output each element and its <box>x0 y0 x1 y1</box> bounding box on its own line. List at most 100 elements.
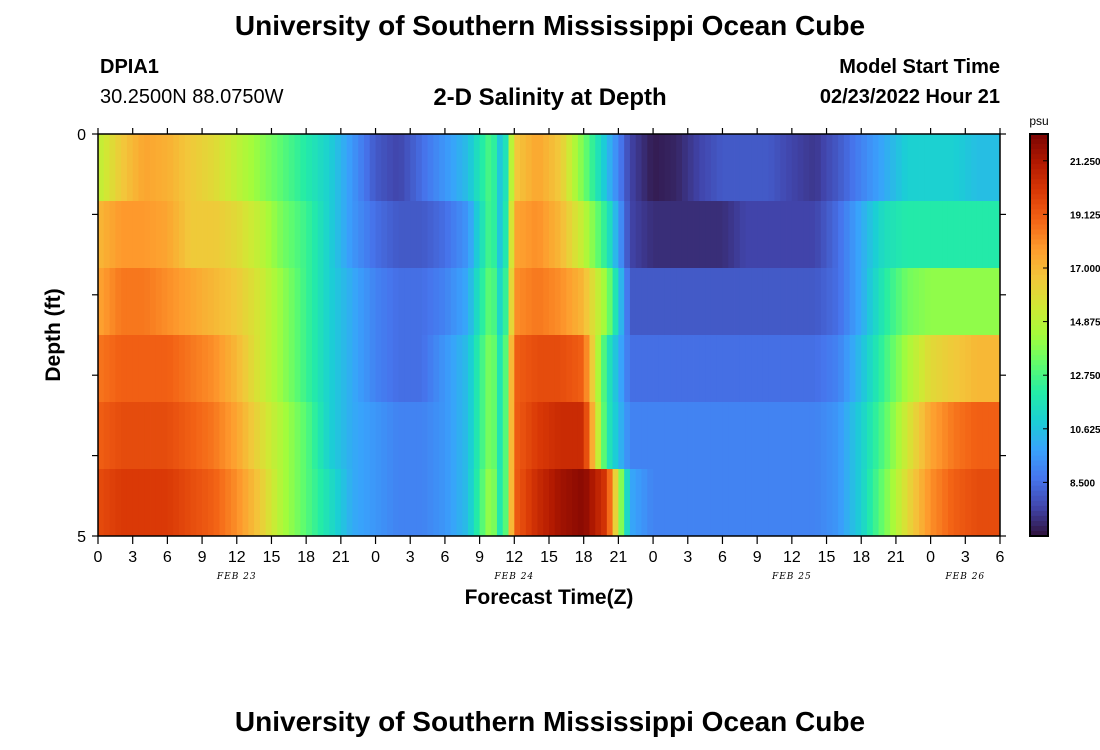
heatmap-cell <box>288 201 295 269</box>
heatmap-cell <box>450 201 457 269</box>
heatmap-cell <box>976 469 984 537</box>
colorbar-segment <box>1030 405 1048 411</box>
heatmap-cell <box>491 402 498 470</box>
heatmap-cell <box>745 402 752 470</box>
heatmap-cell <box>965 201 972 269</box>
heatmap-cell <box>780 134 787 202</box>
heatmap-cell <box>277 335 284 403</box>
heatmap-cell <box>190 335 197 403</box>
heatmap-cell <box>849 268 856 336</box>
colorbar-segment <box>1030 164 1048 170</box>
heatmap-cell <box>895 268 903 336</box>
heatmap-cell <box>890 201 897 269</box>
heatmap-cell <box>456 268 463 336</box>
heatmap-cell <box>728 402 735 470</box>
heatmap-cell <box>369 335 376 403</box>
heatmap-cell <box>982 469 989 537</box>
heatmap-cell <box>554 201 561 269</box>
heatmap-cell <box>485 201 492 269</box>
heatmap-cell <box>942 335 949 403</box>
heatmap-cell <box>849 335 856 403</box>
heatmap-cell <box>525 134 533 202</box>
heatmap-cell <box>173 268 180 336</box>
heatmap-cell <box>271 134 278 202</box>
heatmap-cell <box>872 134 879 202</box>
x-tick-label: 18 <box>297 549 315 566</box>
heatmap-cell <box>913 134 920 202</box>
heatmap-cell <box>265 469 272 537</box>
heatmap-cell <box>653 134 660 202</box>
heatmap-cell <box>126 402 134 470</box>
heatmap-cell <box>358 201 365 269</box>
heatmap-cell <box>392 134 400 202</box>
heatmap-cell <box>572 268 579 336</box>
heatmap-cell <box>340 402 348 470</box>
heatmap-cell <box>392 268 400 336</box>
heatmap-cell <box>219 134 226 202</box>
heatmap-cell <box>566 335 573 403</box>
heatmap-cell <box>560 201 567 269</box>
heatmap-cell <box>855 134 862 202</box>
heatmap-cell <box>363 469 371 537</box>
heatmap-cell <box>306 201 313 269</box>
heatmap-cell <box>843 201 851 269</box>
heatmap-cell <box>213 201 220 269</box>
heatmap-cell <box>699 201 706 269</box>
heatmap-cell <box>693 402 700 470</box>
heatmap-cell <box>184 201 191 269</box>
heatmap-cell <box>705 201 712 269</box>
heatmap-cell <box>797 134 804 202</box>
heatmap-cell <box>225 134 232 202</box>
heatmap-cell <box>728 469 735 537</box>
heatmap-cell <box>884 335 891 403</box>
heatmap-cell <box>728 335 735 403</box>
colorbar-segment <box>1030 249 1048 255</box>
heatmap-cell <box>363 335 371 403</box>
heatmap-cell <box>705 335 712 403</box>
heatmap-cell <box>323 469 330 537</box>
heatmap-cell <box>502 402 509 470</box>
colorbar-segment <box>1030 335 1048 341</box>
colorbar-segment <box>1030 340 1048 346</box>
colorbar-segment <box>1030 375 1048 381</box>
heatmap-cell <box>826 402 833 470</box>
heatmap-cell <box>919 134 926 202</box>
heatmap-cell <box>560 335 567 403</box>
heatmap-cell <box>421 469 428 537</box>
heatmap-cell <box>450 402 457 470</box>
x-tick-label: 0 <box>371 549 380 566</box>
heatmap-cell <box>439 335 446 403</box>
heatmap-cell <box>768 469 775 537</box>
heatmap-cell <box>126 268 134 336</box>
heatmap-cell <box>560 402 567 470</box>
heatmap-cell <box>410 335 417 403</box>
heatmap-cell <box>178 268 186 336</box>
colorbar-segment <box>1030 350 1048 356</box>
colorbar-segment <box>1030 269 1048 276</box>
heatmap-cell <box>352 335 359 403</box>
heatmap-cell <box>583 268 590 336</box>
colorbar-segment <box>1030 304 1048 311</box>
colorbar-segment <box>1030 390 1048 396</box>
heatmap-cell <box>277 134 284 202</box>
heatmap-cell <box>861 402 868 470</box>
heatmap-cell <box>306 134 313 202</box>
heatmap-cell <box>693 268 700 336</box>
heatmap-cell <box>890 268 897 336</box>
heatmap-cell <box>202 335 209 403</box>
heatmap-cell <box>895 335 903 403</box>
heatmap-cell <box>895 134 903 202</box>
heatmap-cell <box>288 134 295 202</box>
heatmap-cell <box>826 335 833 403</box>
heatmap-cell <box>751 469 758 537</box>
colorbar-segment <box>1030 475 1048 482</box>
colorbar-segment <box>1030 515 1048 522</box>
heatmap-cell <box>479 469 486 537</box>
heatmap-cell <box>577 335 585 403</box>
heatmap-cell <box>762 469 770 537</box>
heatmap-cell <box>502 268 509 336</box>
colorbar-segment <box>1030 199 1048 205</box>
heatmap-cell <box>265 134 272 202</box>
heatmap-cell <box>225 335 232 403</box>
heatmap-cell <box>294 268 301 336</box>
